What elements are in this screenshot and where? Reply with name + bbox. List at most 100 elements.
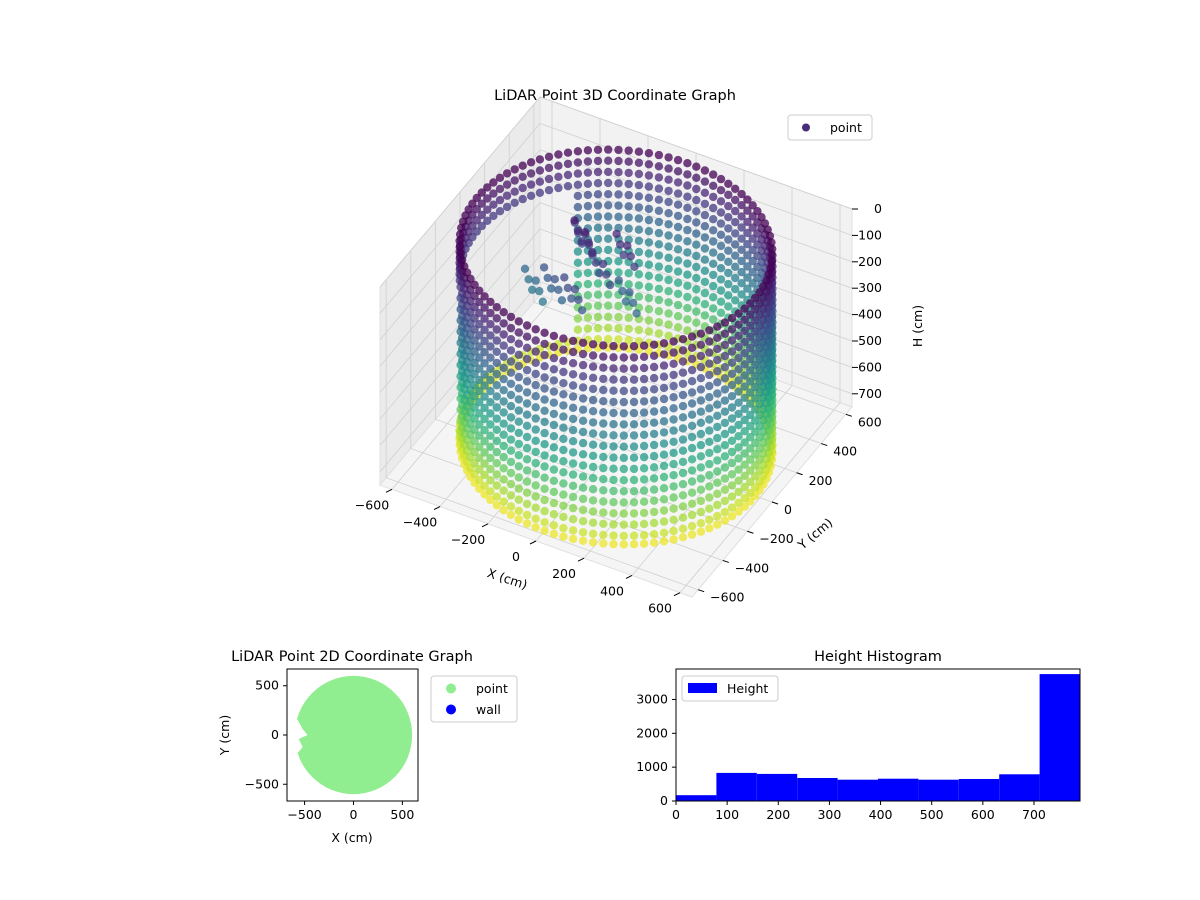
lidar-point-3d bbox=[644, 149, 654, 158]
lidar-point-3d bbox=[673, 200, 683, 209]
lidar-point-3d bbox=[531, 436, 540, 445]
lidar-point-3d bbox=[554, 183, 563, 193]
lidar-point-3d bbox=[514, 495, 523, 504]
lidar-point-3d bbox=[659, 484, 669, 493]
lidar-point-3d bbox=[737, 189, 746, 199]
lidar-point-3d bbox=[700, 300, 710, 309]
lidar-point-3d bbox=[740, 404, 749, 414]
grid-line-z bbox=[379, 96, 853, 288]
lidar-point-3d bbox=[475, 386, 484, 396]
lidar-point-3d bbox=[499, 430, 508, 439]
y-tick-label: −400 bbox=[735, 560, 769, 575]
lidar-point-3d bbox=[727, 492, 737, 501]
lidar-point-3d bbox=[737, 212, 746, 221]
lidar-point-3d bbox=[514, 361, 523, 371]
lidar-point-3d bbox=[599, 430, 608, 439]
lidar-point-3d bbox=[568, 470, 578, 479]
lidar-point-3d bbox=[568, 403, 578, 412]
lidar-point-3d bbox=[692, 229, 701, 238]
lidar-point-3d bbox=[520, 264, 530, 273]
lidar-point-3d bbox=[584, 238, 593, 247]
lidar-point-3d bbox=[456, 249, 465, 258]
lidar-point-3d bbox=[593, 290, 603, 299]
lidar-point-3d bbox=[740, 393, 749, 402]
lidar-point-3d bbox=[604, 178, 613, 188]
lidar-point-3d bbox=[713, 422, 722, 432]
lidar-point-3d bbox=[549, 376, 559, 385]
lidar-point-3d bbox=[573, 202, 583, 212]
lidar-point-3d bbox=[683, 326, 692, 335]
lidar-point-3d bbox=[734, 398, 743, 407]
lidar-point-3d bbox=[692, 285, 701, 294]
lidar-point-3d bbox=[624, 269, 633, 278]
x-tick-label: 700 bbox=[1022, 807, 1046, 822]
lidar-point-3d bbox=[731, 206, 740, 216]
lidar-point-3d bbox=[692, 307, 701, 316]
lidar-point-3d bbox=[568, 515, 578, 524]
lidar-point-3d bbox=[583, 291, 593, 300]
lidar-point-3d bbox=[687, 477, 697, 486]
lidar-point-3d bbox=[683, 237, 692, 246]
lidar-point-3d bbox=[705, 415, 714, 424]
lidar-point-3d bbox=[475, 297, 484, 307]
lidar-point-3d bbox=[563, 283, 573, 293]
lidar-point-3d bbox=[692, 296, 701, 305]
lidar-point-3d bbox=[506, 323, 516, 333]
lidar-point-3d bbox=[475, 320, 484, 329]
lidar-point-3d bbox=[559, 356, 568, 366]
lidar-point-3d bbox=[514, 317, 523, 326]
x-tick-mark bbox=[529, 540, 537, 545]
lidar-point-3d bbox=[614, 212, 623, 221]
lidar-point-3d bbox=[673, 278, 683, 287]
lidar-point-3d bbox=[713, 378, 722, 387]
lidar-point-3d bbox=[492, 347, 501, 356]
lidar-point-3d bbox=[692, 162, 701, 171]
lidar-point-3d bbox=[514, 406, 523, 415]
lidar-point-3d bbox=[522, 510, 532, 520]
lidar-point-3d bbox=[549, 365, 559, 374]
lidar-point-3d bbox=[568, 347, 578, 357]
lidar-point-3d bbox=[578, 494, 588, 504]
lidar-point-3d bbox=[549, 521, 559, 530]
lidar-point-3d bbox=[599, 397, 608, 406]
lidar-point-3d bbox=[727, 403, 737, 412]
lidar-point-3d bbox=[502, 202, 512, 212]
lidar-point-3d bbox=[629, 408, 639, 418]
lidar-point-3d bbox=[593, 223, 603, 232]
lidar-point-3d bbox=[746, 321, 755, 330]
lidar-point-3d bbox=[492, 501, 501, 510]
lidar-point-3d bbox=[535, 155, 545, 164]
lidar-point-3d bbox=[563, 159, 573, 169]
lidar-point-3d bbox=[740, 337, 749, 347]
lidar-point-3d bbox=[506, 335, 516, 344]
lidar-point-3d bbox=[609, 498, 618, 507]
histogram-legend: Height bbox=[681, 675, 779, 702]
lidar-point-3d bbox=[544, 174, 554, 184]
grid-line-y bbox=[385, 279, 699, 591]
lidar-point-3d bbox=[486, 453, 495, 463]
lidar-point-3d bbox=[737, 234, 746, 243]
lidar-point-3d bbox=[475, 442, 484, 451]
lidar-point-3d bbox=[499, 506, 508, 515]
lidar-point-3d bbox=[522, 388, 532, 397]
lidar-point-3d bbox=[568, 414, 578, 424]
lidar-point-3d bbox=[727, 392, 737, 401]
lidar-point-3d bbox=[506, 379, 516, 388]
lidar-point-3d bbox=[578, 360, 588, 370]
lidar-point-3d bbox=[687, 421, 697, 430]
lidar-point-3d bbox=[720, 329, 730, 338]
lidar-point-3d bbox=[614, 168, 623, 177]
lidar-point-3d bbox=[696, 362, 706, 372]
lidar-point-3d bbox=[477, 210, 486, 220]
lidar-point-3d bbox=[514, 439, 523, 449]
lidar-point-3d bbox=[614, 276, 623, 285]
lidar-point-3d bbox=[659, 372, 669, 381]
lidar-point-3d bbox=[705, 426, 714, 435]
lidar-point-3d bbox=[540, 373, 549, 382]
lidar-point-3d bbox=[486, 364, 495, 373]
lidar-point-3d bbox=[486, 386, 495, 396]
lidar-point-3d bbox=[683, 259, 692, 268]
lidar-point-3d bbox=[751, 449, 760, 459]
lidar-point-3d bbox=[720, 474, 730, 483]
lidar-point-3d bbox=[692, 273, 701, 283]
